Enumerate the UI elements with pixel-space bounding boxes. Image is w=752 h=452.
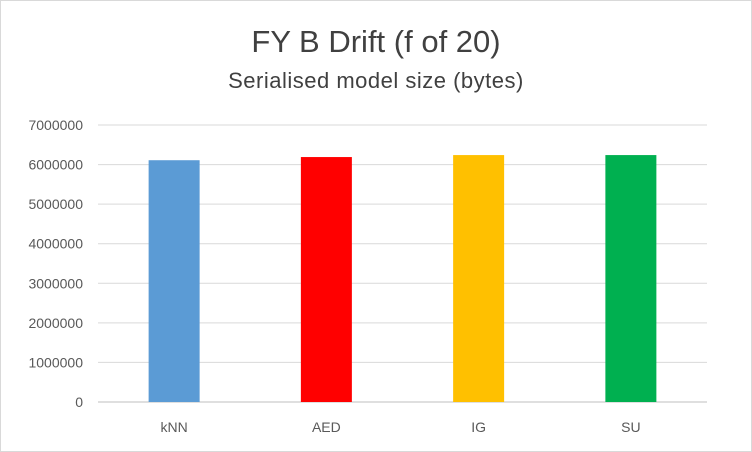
y-tick-label: 1000000 [28,354,83,370]
y-tick-label: 6000000 [28,157,83,173]
x-tick-labels: kNN AED IG SU [161,419,641,435]
bars [148,155,657,402]
y-tick-label: 3000000 [28,275,83,291]
bar-knn [148,160,200,402]
y-tick-label: 2000000 [28,315,83,331]
y-tick-label: 5000000 [28,196,83,212]
bar-su [605,155,657,402]
bar-aed [300,157,352,402]
chart-title: FY B Drift (f of 20) [251,24,501,59]
y-tick-label: 0 [75,394,83,410]
x-tick-label: kNN [161,419,188,435]
chart-subtitle: Serialised model size (bytes) [228,68,524,93]
x-tick-label: SU [621,419,640,435]
x-tick-label: AED [312,419,341,435]
y-tick-label: 7000000 [28,117,83,133]
y-tick-label: 4000000 [28,236,83,252]
x-tick-label: IG [471,419,486,435]
y-tick-labels: 0 1000000 2000000 3000000 4000000 5000000 6000… [28,117,83,410]
bar-ig [453,155,505,402]
